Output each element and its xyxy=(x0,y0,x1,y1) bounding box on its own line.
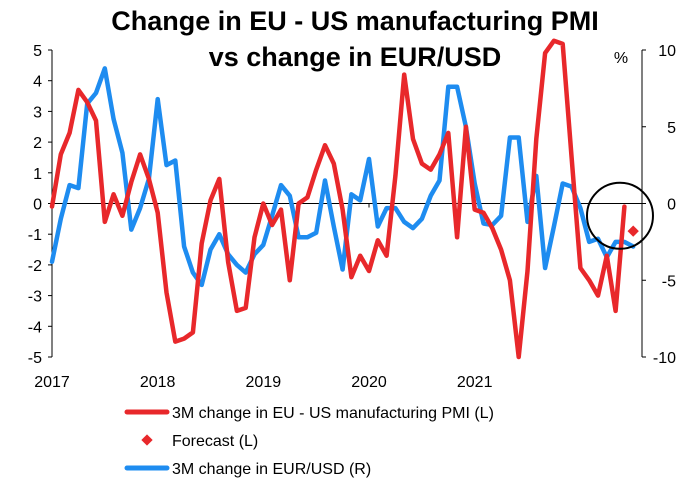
left-tick-label: 1 xyxy=(33,166,42,183)
left-tick-label: -2 xyxy=(28,258,42,275)
x-tick-label: 2019 xyxy=(246,374,282,391)
left-tick-label: 0 xyxy=(33,197,42,214)
left-tick-label: -4 xyxy=(28,319,42,336)
right-tick-label: 5 xyxy=(667,120,676,137)
legend-pmi-label: 3M change in EU - US manufacturing PMI (… xyxy=(172,405,494,422)
x-tick-label: 2021 xyxy=(457,374,493,391)
left-tick-label: -5 xyxy=(28,350,42,367)
left-tick-label: -3 xyxy=(28,289,42,306)
right-tick-label: -10 xyxy=(653,350,676,367)
legend-forecast-label: Forecast (L) xyxy=(172,433,258,450)
right-tick-label: 0 xyxy=(667,197,676,214)
chart-title-line-1: Change in EU - US manufacturing PMI xyxy=(111,6,599,36)
legend: 3M change in EU - US manufacturing PMI (… xyxy=(124,405,494,478)
right-tick-label: 10 xyxy=(658,43,676,60)
right-tick-label: -5 xyxy=(662,273,676,290)
forecast-point xyxy=(627,225,639,237)
plot-area xyxy=(49,38,654,360)
x-axis: 2017 2018 2019 2020 2021 xyxy=(34,203,642,391)
x-tick-label: 2020 xyxy=(351,374,387,391)
left-axis: 5 4 3 2 1 0 -1 -2 -3 -4 -5 xyxy=(28,43,53,367)
right-axis: 10 5 0 -5 -10 xyxy=(641,43,676,367)
x-tick-label: 2018 xyxy=(140,374,176,391)
left-tick-label: 4 xyxy=(33,74,42,91)
left-tick-label: 5 xyxy=(33,43,42,60)
left-tick-label: -1 xyxy=(28,227,42,244)
legend-eurusd-label: 3M change in EUR/USD (R) xyxy=(172,461,371,478)
left-tick-label: 2 xyxy=(33,135,42,152)
highlight-circle xyxy=(585,181,654,250)
eurusd-series-line xyxy=(49,66,636,288)
left-tick-label: 3 xyxy=(33,104,42,121)
pmi-series-line xyxy=(49,38,627,360)
chart-title-line-2: vs change in EUR/USD xyxy=(209,42,502,72)
x-tick-label: 2017 xyxy=(34,374,70,391)
right-axis-unit: % xyxy=(614,50,628,67)
legend-forecast-diamond xyxy=(141,434,153,446)
chart-title: Change in EU - US manufacturing PMI vs c… xyxy=(111,6,599,72)
